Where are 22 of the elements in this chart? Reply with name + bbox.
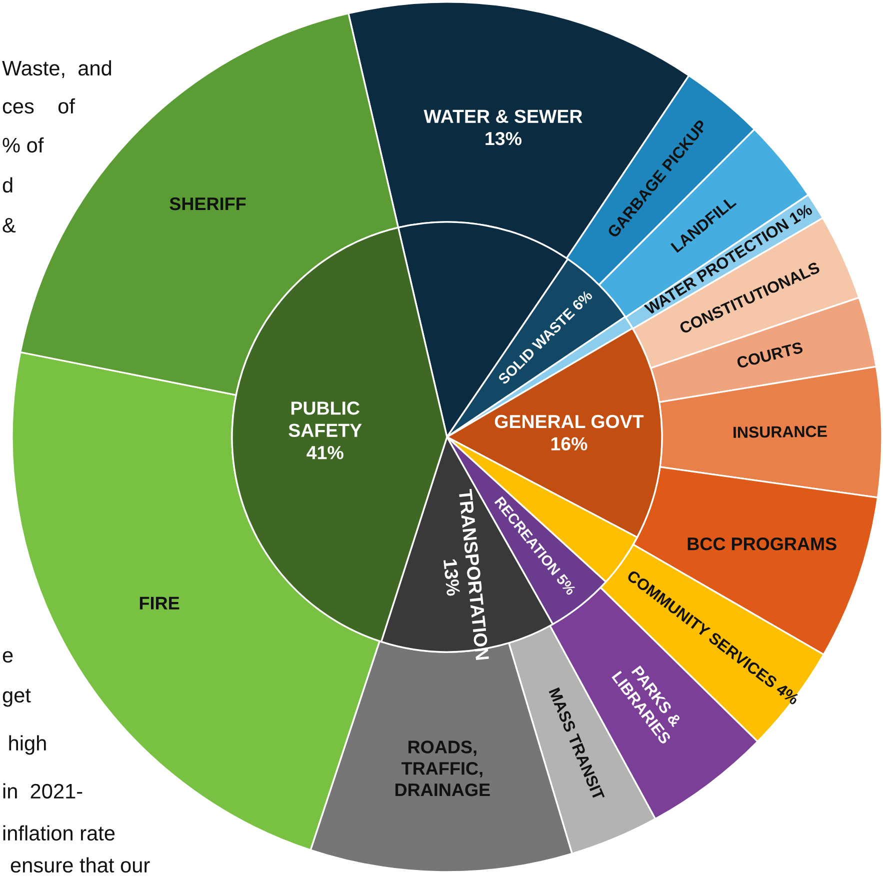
slice-label: COURTS <box>736 342 804 369</box>
slice-label: FIRE <box>140 596 180 610</box>
text: in 2021- <box>3 783 82 799</box>
data-label: GENERAL GOVT 16% <box>494 414 644 450</box>
slice-label: INSURANCE <box>733 426 827 438</box>
text: inflation rate <box>3 825 115 841</box>
text: & <box>2 218 16 233</box>
text: e <box>2 651 13 663</box>
data-label: TRANSPORTATION 13% <box>443 488 490 660</box>
slice-label: WATER & SEWER <box>424 110 582 124</box>
text: Waste, and <box>2 60 112 78</box>
slice-label: SHERIFF <box>170 197 246 210</box>
slice-label: ROADS, TRAFFIC, DRAINAGE <box>395 740 490 796</box>
data-label: 13% <box>486 132 522 146</box>
text: ensure that our <box>10 857 150 873</box>
text: d <box>2 177 12 193</box>
text: % of <box>2 137 44 153</box>
slice-label: BCC PROGRAMS <box>688 538 836 550</box>
text: high <box>9 735 46 755</box>
text: ces of <box>2 98 75 114</box>
text: get <box>2 688 31 707</box>
data-label: PUBLIC SAFETY 41% <box>288 402 362 460</box>
